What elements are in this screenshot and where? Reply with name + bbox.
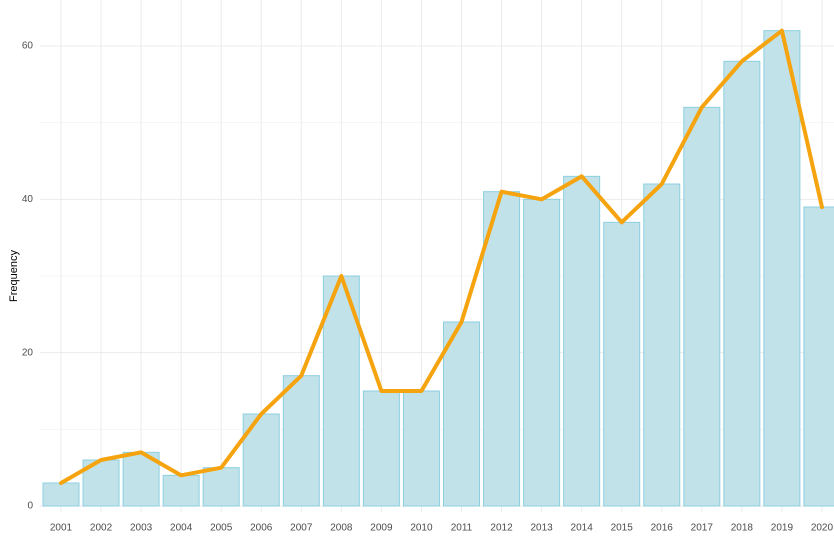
trend-line: [59, 28, 824, 485]
x-tick-label: 2009: [370, 523, 393, 534]
bar: [42, 482, 80, 507]
bar: [523, 198, 561, 507]
bar: [763, 30, 801, 507]
x-tick-label: 2012: [490, 523, 513, 534]
x-tick-label: 2019: [771, 523, 794, 534]
x-tick-label: 2014: [571, 523, 594, 534]
x-tick-label: 2010: [410, 523, 433, 534]
bar: [443, 321, 480, 507]
y-tick-label: 40: [22, 194, 34, 205]
x-tick-label: 2017: [691, 523, 714, 534]
bar: [643, 183, 681, 507]
x-tick-label: 2008: [330, 523, 353, 534]
x-tick-label: 2011: [451, 523, 473, 534]
bar: [603, 221, 641, 507]
bar: [242, 413, 280, 507]
bar: [402, 390, 440, 507]
bar: [563, 175, 601, 507]
y-tick-label: 60: [22, 41, 34, 52]
x-tick-label: 2018: [731, 523, 754, 534]
bar: [362, 390, 400, 507]
x-tick-label: 2004: [170, 523, 193, 534]
bar: [162, 474, 200, 507]
x-tick-label: 2015: [611, 523, 634, 534]
bar: [202, 467, 240, 507]
x-tick-label: 2020: [811, 523, 834, 534]
bar: [723, 60, 761, 507]
bar: [683, 106, 721, 507]
x-tick-label: 2003: [130, 523, 153, 534]
x-tick-label: 2006: [250, 523, 273, 534]
y-tick-label: 20: [22, 347, 34, 358]
y-tick-label: 0: [27, 501, 33, 512]
x-tick-label: 2002: [90, 523, 113, 534]
x-tick-label: 2013: [530, 523, 553, 534]
bar: [282, 375, 320, 507]
y-axis-label: Frequency: [8, 250, 20, 302]
x-tick-label: 2005: [210, 523, 233, 534]
bar: [803, 206, 834, 507]
x-tick-label: 2001: [50, 523, 73, 534]
x-tick-label: 2016: [651, 523, 674, 534]
bar: [483, 191, 521, 507]
x-tick-label: 2007: [290, 523, 313, 534]
